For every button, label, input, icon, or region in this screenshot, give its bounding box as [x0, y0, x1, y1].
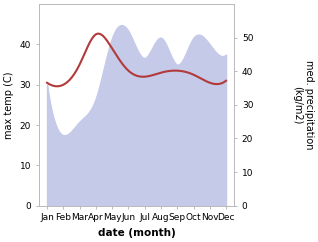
- Y-axis label: med. precipitation
(kg/m2): med. precipitation (kg/m2): [292, 60, 314, 150]
- Y-axis label: max temp (C): max temp (C): [4, 71, 14, 139]
- X-axis label: date (month): date (month): [98, 228, 176, 238]
